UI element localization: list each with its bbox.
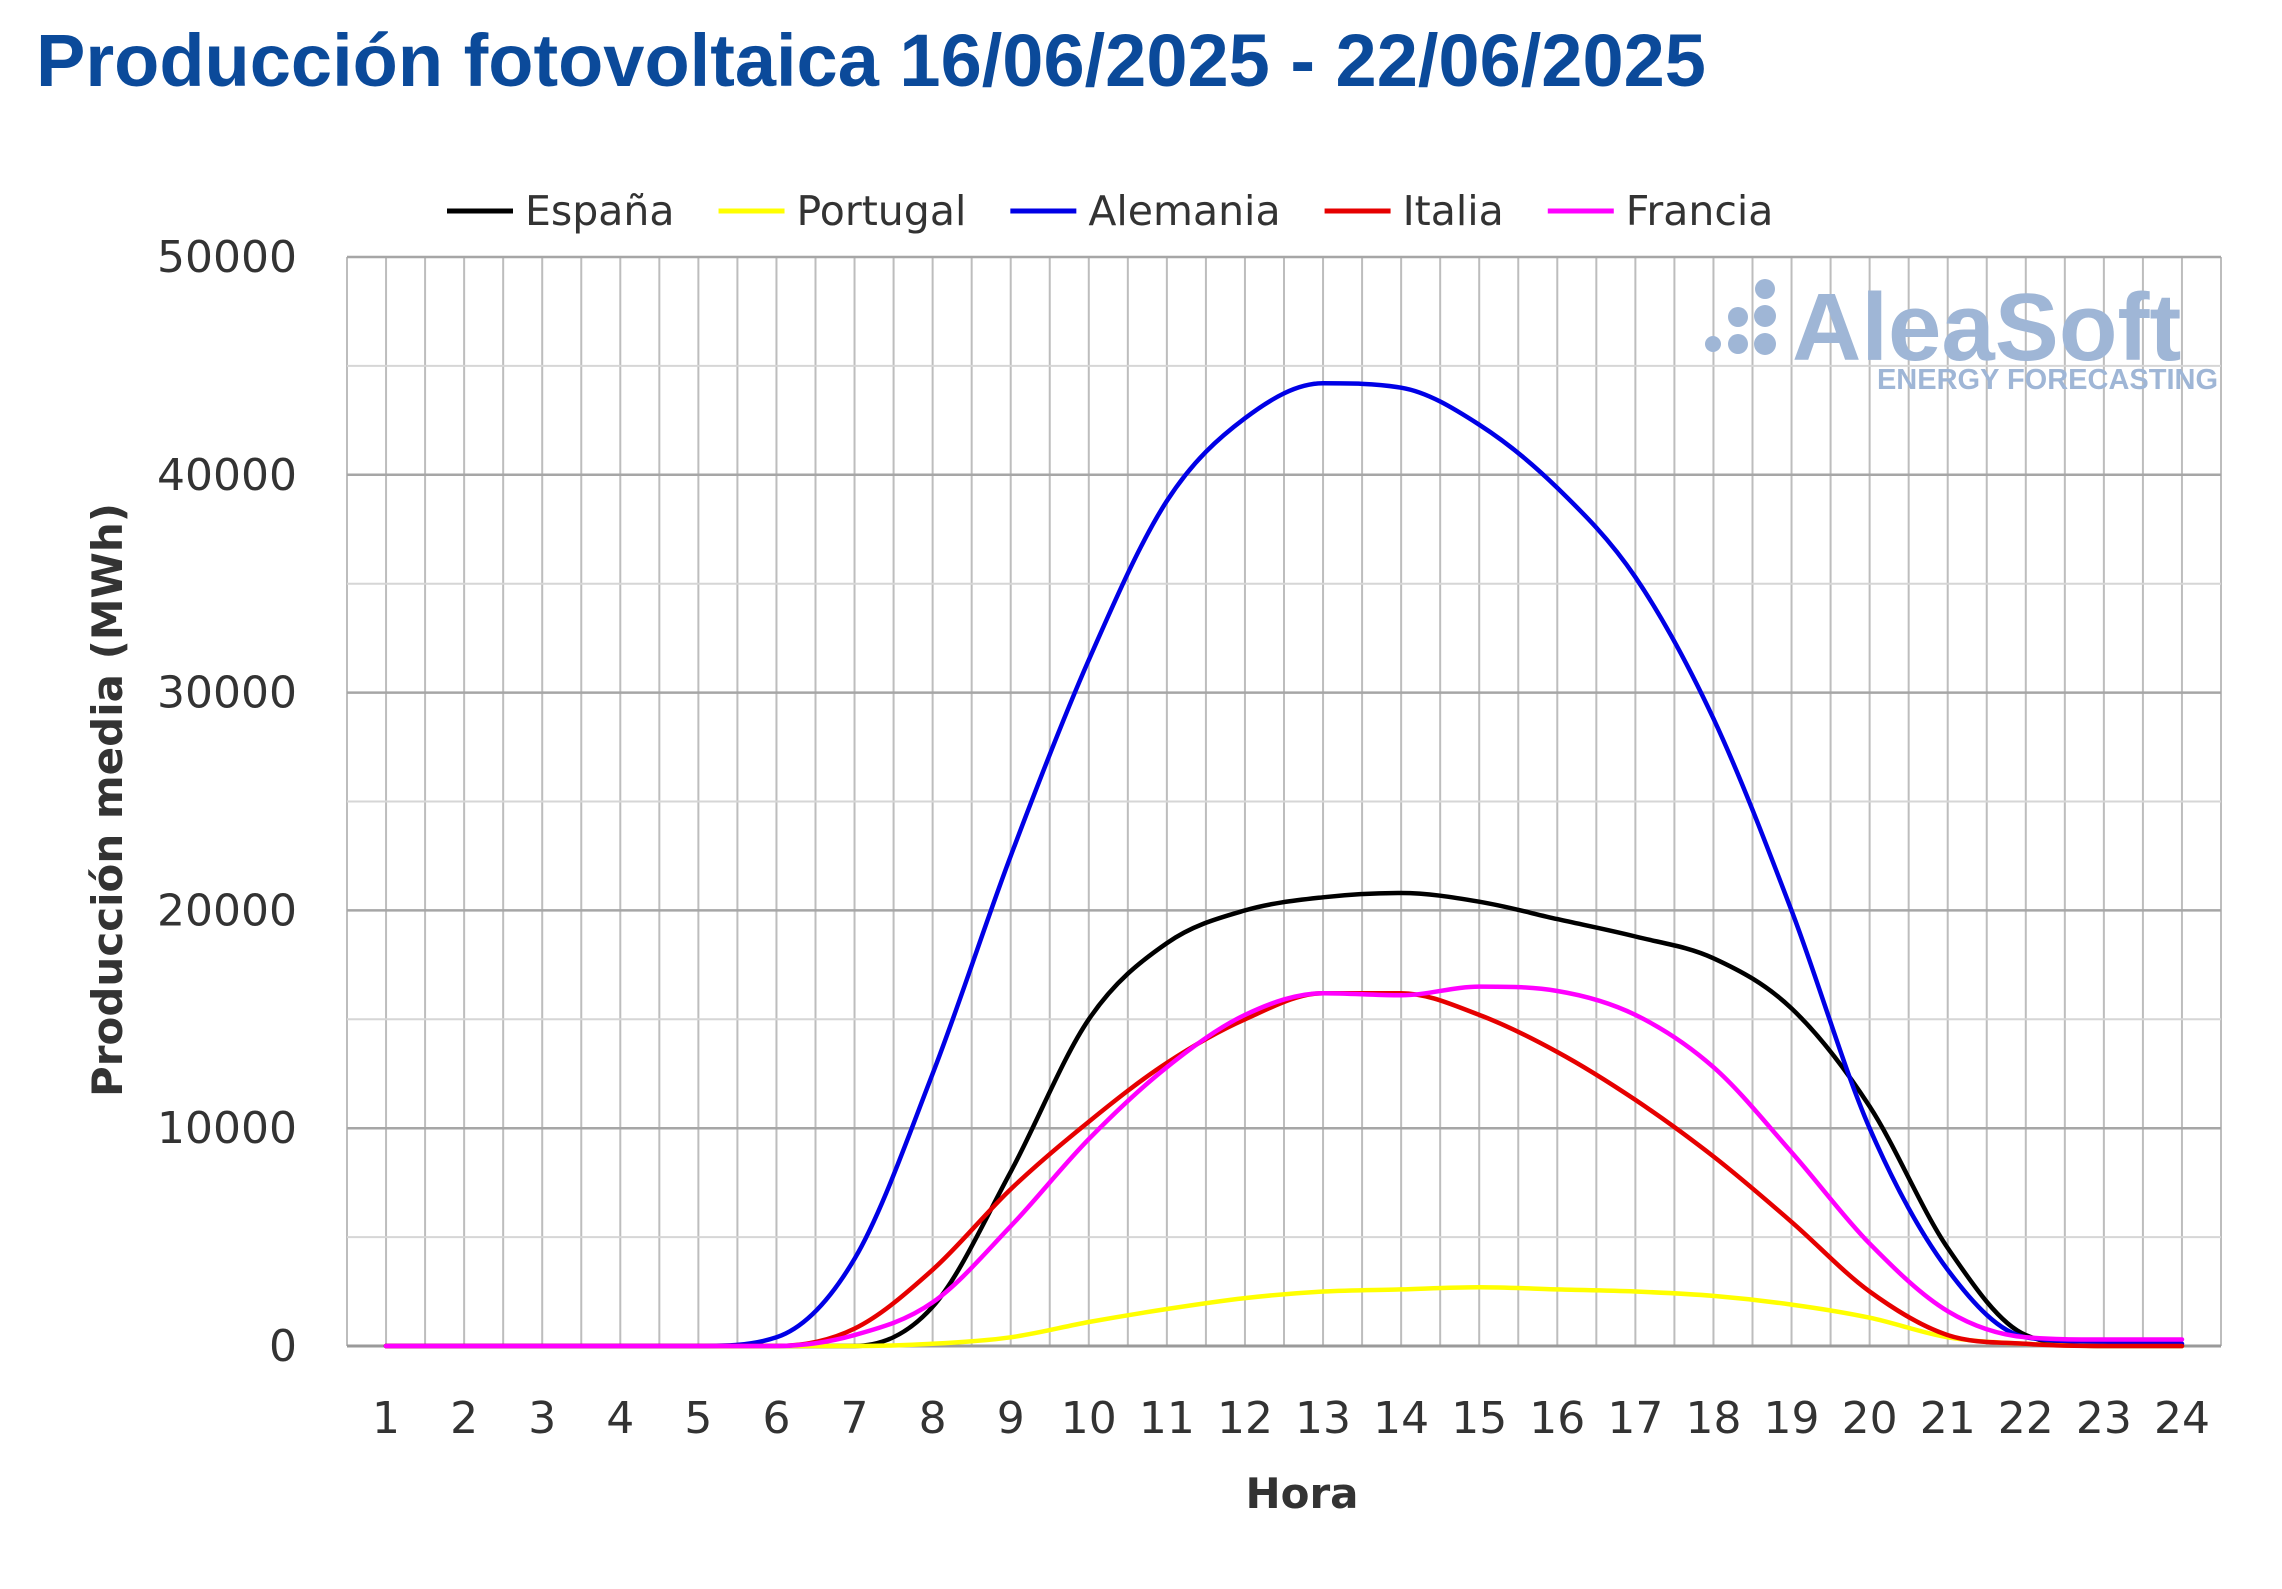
x-tick-label: 9 [997, 1393, 1025, 1444]
x-tick-label: 6 [762, 1393, 790, 1444]
x-tick-label: 7 [841, 1393, 869, 1444]
legend-label-francia: Francia [1626, 187, 1774, 235]
series-line-francia [383, 984, 2185, 1349]
y-tick-label: 50000 [157, 232, 297, 283]
chart-title: Producción fotovoltaica 16/06/2025 - 22/… [36, 19, 1706, 102]
grid-layer [346, 255, 2222, 1348]
x-tick-label: 8 [919, 1393, 947, 1444]
series-line-alemania [383, 381, 2185, 1349]
legend-label-italia: Italia [1403, 187, 1504, 235]
x-tick-label: 21 [1920, 1393, 1976, 1444]
x-tick-label: 3 [528, 1393, 556, 1444]
aleasoft-watermark: AleaSoft ENERGY FORECASTING [1705, 274, 2218, 396]
legend: España Portugal Alemania Italia Francia [447, 187, 1773, 235]
x-tick-label: 1 [372, 1393, 400, 1444]
x-tick-label: 20 [1842, 1393, 1898, 1444]
watermark-brand: AleaSoft [1792, 274, 2181, 381]
y-tick-label: 40000 [157, 450, 297, 501]
x-tick-label: 16 [1529, 1393, 1585, 1444]
y-axis-title: Producción media (MWh) [83, 503, 132, 1097]
y-tick-label: 30000 [157, 668, 297, 719]
x-tick-label: 18 [1685, 1393, 1741, 1444]
x-axis-title: Hora [1245, 1469, 1358, 1518]
x-tick-label: 10 [1061, 1393, 1117, 1444]
legend-label-espana: España [525, 187, 675, 235]
x-tick-label: 11 [1139, 1393, 1195, 1444]
x-tick-label: 14 [1373, 1393, 1429, 1444]
y-tick-label: 0 [269, 1321, 297, 1372]
x-tick-label: 19 [1764, 1393, 1820, 1444]
legend-label-alemania: Alemania [1088, 187, 1280, 235]
aleasoft-logo-dots-icon [1705, 279, 1776, 355]
y-tick-label: 20000 [157, 885, 297, 936]
legend-label-portugal: Portugal [797, 187, 967, 235]
x-tick-label: 24 [2154, 1393, 2210, 1444]
x-tick-label: 22 [1998, 1393, 2054, 1444]
x-tick-label: 2 [450, 1393, 478, 1444]
watermark-tagline: ENERGY FORECASTING [1877, 364, 2218, 396]
y-tick-label: 10000 [157, 1103, 297, 1154]
x-tick-label: 23 [2076, 1393, 2132, 1444]
x-tick-label: 12 [1217, 1393, 1273, 1444]
x-tick-label: 5 [684, 1393, 712, 1444]
x-tick-label: 15 [1451, 1393, 1507, 1444]
x-tick-label: 13 [1295, 1393, 1351, 1444]
x-tick-label: 4 [606, 1393, 634, 1444]
series-layer [383, 381, 2185, 1349]
x-tick-label: 17 [1607, 1393, 1663, 1444]
